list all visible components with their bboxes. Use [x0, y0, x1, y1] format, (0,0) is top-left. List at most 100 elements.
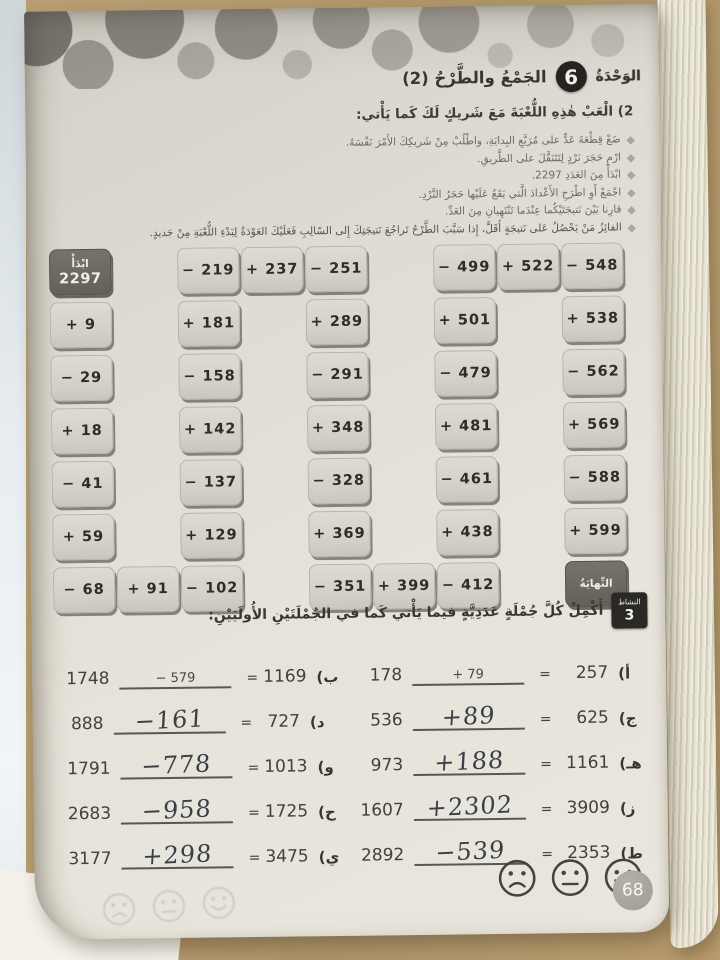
happy-face-icon — [202, 886, 235, 919]
instruction-text: ارْمِ حَجَرَ نَرْدٍ لِتَتَنَقَّلَ على ال… — [477, 150, 621, 165]
board-tile: − 328 — [307, 457, 371, 505]
answer-blank-line: + 79 — [411, 652, 525, 687]
equation-row: 1748 − 579 = 1169 ب) — [66, 642, 339, 690]
board-tile: + 9 — [49, 301, 113, 349]
board-tile: + 129 — [180, 512, 243, 559]
sad-face-icon — [102, 893, 136, 926]
item-letter-label: ح) — [318, 802, 336, 822]
board-tile: + 91 — [116, 565, 180, 613]
equals-sign: = — [247, 759, 260, 777]
result-value: 3475 — [265, 846, 309, 867]
board-tile: − 219 — [176, 247, 240, 294]
bullet-icon — [627, 188, 636, 198]
equation-row: 973 +188 = 1161 هـ) — [358, 728, 650, 777]
item-letter-label: هـ) — [619, 754, 642, 773]
activity2-intro: 2) الْعَبْ هٰذِهِ اللُّعْبَةَ مَعَ شَريك… — [356, 103, 634, 123]
equals-sign: = — [246, 669, 259, 687]
answer-blank-line: +188 — [412, 742, 526, 778]
board-tile: − 158 — [178, 353, 241, 400]
board-tile: − 548 — [560, 242, 624, 290]
board-tile: + 522 — [496, 243, 560, 290]
board-tile: + 501 — [433, 297, 497, 344]
result-value: 1725 — [264, 801, 309, 822]
unit-title: الجَمْعُ والطَّرْحُ (2) — [402, 67, 547, 89]
first-operand: 888 — [70, 713, 104, 735]
handwritten-operation: +89 — [441, 701, 497, 732]
board-tile: − 499 — [432, 244, 496, 291]
equations-block: 1748− 579 = 1169 ب) 888 −161 = 727 د) 1791 −778 = 10… — [66, 638, 651, 871]
board-tile: − 137 — [179, 459, 243, 506]
board-tile: − 251 — [304, 245, 368, 293]
start-value: 2297 — [59, 270, 102, 287]
activity3-title: أَكْمِلْ كُلَّ جُمْلَةٍ عَدَدِيَّةٍ فيما… — [208, 602, 604, 624]
board-tile: − 461 — [435, 455, 499, 503]
item-letter-label: أ) — [618, 664, 631, 683]
equations-col-right: 178 + 79 = 257 أ) 536 +89 = 625 ج) 973 +188 = 1161 هـ)… — [357, 638, 651, 867]
board-tile: − 479 — [434, 350, 497, 397]
handwritten-operation: +188 — [433, 745, 505, 778]
handwritten-operation: −778 — [140, 749, 213, 781]
item-letter-label: ي) — [318, 847, 340, 867]
first-operand: 536 — [370, 710, 403, 731]
item-letter-label: ب) — [316, 667, 339, 687]
handwritten-operation: −161 — [133, 704, 206, 736]
board-tile: − 562 — [562, 348, 625, 396]
board-tile: + 237 — [240, 246, 304, 294]
answer-blank-line: −778 — [120, 746, 233, 781]
printed-operation: + 79 — [452, 667, 484, 683]
board-tile: + 348 — [306, 404, 370, 452]
board-start-tile: ابْدَأْ 2297 — [48, 248, 112, 296]
board-tile: − 68 — [52, 566, 116, 614]
equals-sign: = — [540, 756, 553, 773]
first-operand: 1607 — [360, 800, 404, 821]
result-value: 3909 — [566, 797, 610, 819]
result-value: 257 — [575, 662, 609, 684]
unit-label: الوَحْدَةُ — [595, 67, 641, 85]
neutral-face-icon — [551, 859, 589, 896]
board-tile: + 289 — [305, 298, 369, 346]
unit-number-badge: 6 — [555, 60, 587, 93]
handwritten-operation: −539 — [434, 835, 506, 868]
bullet-icon — [626, 153, 636, 163]
board-tile: + 481 — [434, 402, 498, 450]
activity3-badge-word: النشاط — [617, 597, 641, 607]
activity3-badge: النشاط 3 — [611, 592, 648, 629]
sad-face-icon — [498, 859, 536, 897]
answer-blank-line: −958 — [120, 791, 234, 826]
answer-blank-line: −161 — [113, 701, 226, 736]
handwritten-operation: +2302 — [425, 790, 514, 823]
equals-sign: = — [539, 711, 552, 728]
activity3-header: النشاط 3 أَكْمِلْ كُلَّ جُمْلَةٍ عَدَدِي… — [208, 592, 648, 633]
first-operand: 2892 — [360, 845, 405, 866]
equation-row: 178 + 79 = 257 أ) — [357, 638, 649, 687]
first-operand: 1748 — [66, 668, 110, 690]
result-value: 727 — [267, 711, 301, 732]
board-tile: + 181 — [177, 300, 241, 347]
bullet-icon — [626, 171, 636, 180]
bullet-icon — [627, 206, 636, 215]
first-operand: 3177 — [68, 848, 112, 870]
board-tile: + 599 — [564, 507, 627, 555]
answer-blank-line: +2302 — [413, 787, 526, 823]
printed-operation: − 579 — [155, 670, 196, 687]
result-value: 625 — [576, 707, 609, 729]
result-value: 1161 — [565, 752, 610, 774]
equation-row: 1607 +2302 = 3909 ز) — [358, 773, 650, 822]
equation-row: 888 −161 = 727 د) — [66, 687, 334, 736]
equals-sign: = — [540, 801, 553, 818]
game-board: ابْدَأْ 2297 − 219 + 237− 251 − 499 + 522− 54… — [48, 242, 628, 614]
first-operand: 178 — [369, 665, 403, 686]
answer-blank-line: +298 — [121, 836, 234, 871]
item-letter-label: ج) — [618, 709, 637, 728]
board-tile: + 369 — [308, 510, 371, 558]
equation-row: 2683 −958 = 1725 ح) — [67, 777, 336, 826]
board-tile: − 291 — [306, 351, 369, 399]
result-value: 1169 — [263, 666, 307, 687]
board-tile: + 142 — [178, 406, 242, 453]
handwritten-operation: +298 — [141, 839, 214, 871]
equation-row: 536 +89 = 625 ج) — [357, 683, 649, 732]
board-tile: − 29 — [50, 354, 113, 402]
unit-header: الوَحْدَةُ 6 الجَمْعُ والطَّرْحُ (2) — [402, 60, 641, 94]
page-number-badge: 68 — [612, 870, 654, 911]
